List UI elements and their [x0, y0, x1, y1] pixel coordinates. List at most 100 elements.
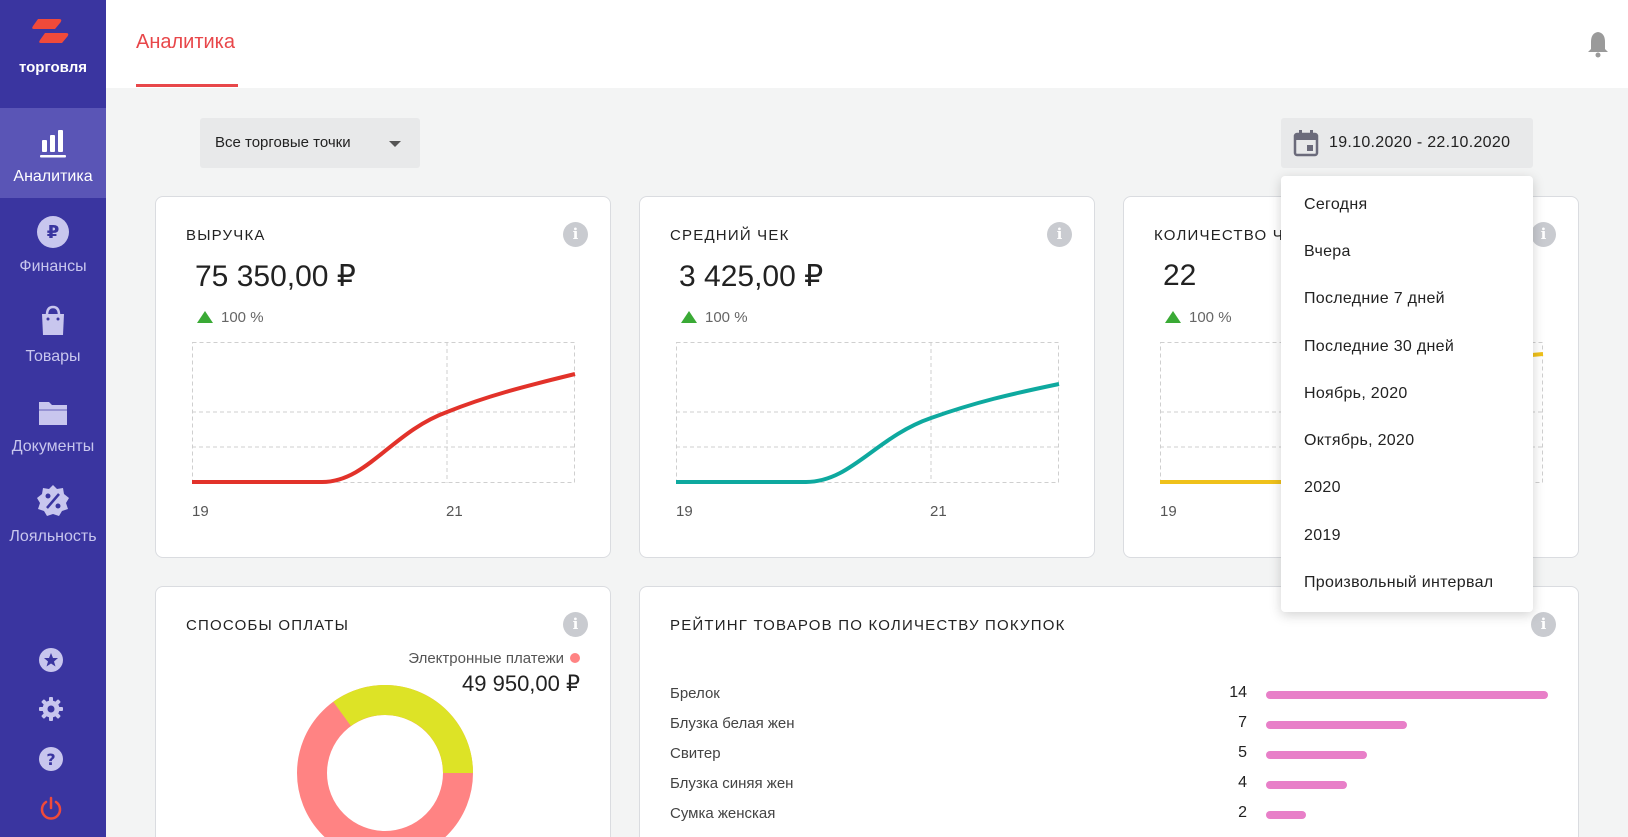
- ruble-icon: ₽: [37, 216, 69, 248]
- average-check-card: СРЕДНИЙ ЧЕК i 3 425,00 ₽ 100 % 19 21: [639, 196, 1095, 558]
- trend-value: 100 %: [1189, 309, 1232, 326]
- active-tab-indicator: [136, 84, 238, 87]
- product-name: Блузка синяя жен: [670, 775, 794, 792]
- info-icon[interactable]: i: [1531, 612, 1556, 637]
- product-bar: [1266, 781, 1347, 789]
- info-icon[interactable]: i: [1047, 222, 1072, 247]
- logo-icon: [32, 19, 69, 43]
- legend-label: Электронные платежи: [408, 650, 564, 667]
- sidebar-item-label: Аналитика: [13, 168, 93, 185]
- date-range-value: 19.10.2020 - 22.10.2020: [1329, 134, 1511, 151]
- trend-indicator: 100 %: [1165, 309, 1232, 326]
- metric-value: 22: [1163, 259, 1197, 292]
- metric-value: 75 350,00 ₽: [195, 260, 356, 293]
- rating-row: Сумка женская 2: [670, 799, 1550, 827]
- product-count: 7: [1238, 714, 1247, 731]
- product-bar: [1266, 721, 1407, 729]
- product-count: 14: [1229, 684, 1247, 701]
- menu-item-october-2020[interactable]: Октябрь, 2020: [1304, 432, 1415, 449]
- card-title: ВЫРУЧКА: [186, 227, 266, 244]
- menu-item-custom-interval[interactable]: Произвольный интервал: [1304, 574, 1494, 591]
- info-icon[interactable]: i: [563, 612, 588, 637]
- metric-value: 3 425,00 ₽: [679, 260, 824, 293]
- bell-icon[interactable]: [1586, 30, 1610, 58]
- card-title: СРЕДНИЙ ЧЕК: [670, 227, 790, 244]
- trend-up-icon: [197, 311, 213, 323]
- product-name: Свитер: [670, 745, 721, 762]
- trend-up-icon: [681, 311, 697, 323]
- x-axis-label: 19: [1160, 503, 1177, 520]
- menu-item-today[interactable]: Сегодня: [1304, 196, 1368, 213]
- revenue-line: [192, 372, 576, 484]
- sidebar-item-analytics[interactable]: Аналитика: [0, 108, 106, 198]
- sidebar-item-loyalty[interactable]: Лояльность: [0, 468, 106, 558]
- logo-text: торговля: [19, 59, 87, 76]
- gear-icon[interactable]: [38, 696, 64, 722]
- menu-item-2020[interactable]: 2020: [1304, 479, 1341, 496]
- average-check-chart: [676, 342, 1060, 484]
- svg-text:₽: ₽: [47, 222, 60, 243]
- shopping-bag-icon: [42, 305, 64, 335]
- product-bar: [1266, 811, 1306, 819]
- menu-item-yesterday[interactable]: Вчера: [1304, 243, 1351, 260]
- trend-up-icon: [1165, 311, 1181, 323]
- x-axis-label: 19: [192, 503, 209, 520]
- product-count: 5: [1238, 744, 1247, 761]
- power-icon[interactable]: [38, 796, 64, 822]
- menu-item-last-7-days[interactable]: Последние 7 дней: [1304, 290, 1445, 307]
- revenue-card: ВЫРУЧКА i 75 350,00 ₽ 100 % 19 21: [155, 196, 611, 558]
- product-name: Блузка белая жен: [670, 715, 795, 732]
- bar-chart-icon: [40, 130, 66, 158]
- menu-item-november-2020[interactable]: Ноябрь, 2020: [1304, 385, 1408, 402]
- chevron-down-icon: [389, 141, 401, 147]
- rating-row: Блузка белая жен 7: [670, 709, 1550, 737]
- x-axis-label: 21: [446, 503, 463, 520]
- sidebar-item-finance[interactable]: ₽ Финансы: [0, 198, 106, 288]
- rating-row: Свитер 5: [670, 739, 1550, 767]
- info-icon[interactable]: i: [563, 222, 588, 247]
- date-range-picker[interactable]: 19.10.2020 - 22.10.2020: [1281, 118, 1533, 168]
- sidebar-item-products[interactable]: Товары: [0, 288, 106, 378]
- payment-amount: 49 950,00 ₽: [462, 671, 580, 696]
- card-title: КОЛИЧЕСТВО Ч: [1154, 227, 1284, 244]
- trend-value: 100 %: [705, 309, 748, 326]
- percent-badge-icon: [37, 485, 69, 516]
- rating-row: Брелок 14: [670, 679, 1550, 707]
- card-title: СПОСОБЫ ОПЛАТЫ: [186, 617, 350, 634]
- svg-text:?: ?: [46, 750, 55, 769]
- trend-indicator: 100 %: [197, 309, 264, 326]
- logo[interactable]: торговля: [0, 0, 106, 108]
- tab-analytics[interactable]: Аналитика: [136, 31, 235, 53]
- product-name: Брелок: [670, 685, 720, 702]
- folder-icon: [39, 402, 67, 425]
- rating-row: Блузка синяя жен 4: [670, 769, 1550, 797]
- sidebar-item-label: Лояльность: [9, 528, 97, 545]
- x-axis-label: 21: [930, 503, 947, 520]
- product-count: 2: [1238, 804, 1247, 821]
- card-title: РЕЙТИНГ ТОВАРОВ ПО КОЛИЧЕСТВУ ПОКУПОК: [670, 617, 1066, 634]
- trend-indicator: 100 %: [681, 309, 748, 326]
- date-range-menu: Сегодня Вчера Последние 7 дней Последние…: [1281, 176, 1533, 612]
- help-icon[interactable]: ?: [38, 746, 64, 772]
- star-icon[interactable]: [38, 647, 64, 673]
- payment-methods-card: СПОСОБЫ ОПЛАТЫ i Электронные платежи 49 …: [155, 586, 611, 837]
- sidebar: торговля Аналитика ₽ Финансы Товары: [0, 0, 106, 837]
- menu-item-last-30-days[interactable]: Последние 30 дней: [1304, 338, 1455, 355]
- other-payment-segment: [333, 685, 473, 774]
- sidebar-item-label: Товары: [25, 348, 81, 365]
- revenue-chart: [192, 342, 576, 484]
- store-select-value: Все торговые точки: [215, 134, 351, 151]
- info-icon[interactable]: i: [1531, 222, 1556, 247]
- product-bar: [1266, 751, 1367, 759]
- store-select[interactable]: Все торговые точки: [200, 118, 420, 168]
- menu-item-2019[interactable]: 2019: [1304, 527, 1341, 544]
- top-bar: Аналитика: [106, 0, 1628, 88]
- sidebar-item-documents[interactable]: Документы: [0, 378, 106, 468]
- payment-legend: Электронные платежи: [408, 650, 580, 667]
- sidebar-item-label: Финансы: [19, 258, 87, 275]
- average-check-line: [676, 382, 1060, 484]
- calendar-icon: [1293, 130, 1319, 157]
- x-axis-label: 19: [676, 503, 693, 520]
- product-count: 4: [1238, 774, 1247, 791]
- product-name: Сумка женская: [670, 805, 776, 822]
